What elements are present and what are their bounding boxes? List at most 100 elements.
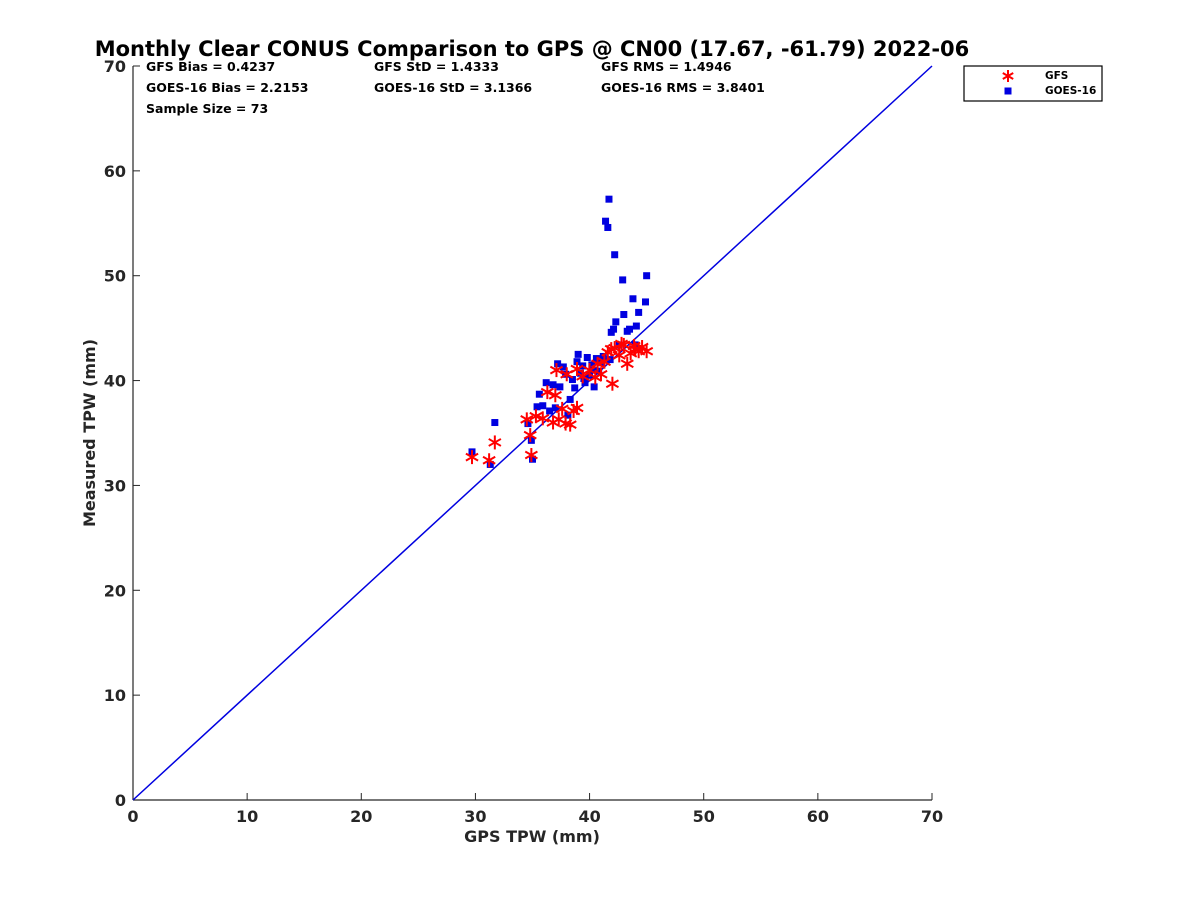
y-tick-label: 40 — [104, 372, 126, 391]
gfs-point — [612, 348, 626, 363]
y-tick-label: 70 — [104, 57, 126, 76]
gfs-point — [597, 354, 611, 369]
y-tick-label: 60 — [104, 162, 126, 181]
goes16-point — [632, 322, 640, 330]
x-tick-label: 40 — [578, 807, 600, 826]
goes16-point — [566, 395, 574, 403]
legend-box — [963, 65, 1103, 102]
gfs-point — [605, 376, 619, 391]
goes16-point — [629, 295, 637, 303]
goes16-point — [610, 325, 618, 333]
gfs-point — [524, 448, 538, 463]
gfs-point — [620, 356, 634, 371]
legend-marker-goes16 — [1004, 87, 1012, 95]
goes16-point — [574, 350, 582, 358]
gfs-point — [482, 453, 496, 468]
gfs-point — [594, 367, 608, 382]
goes16-point — [605, 195, 613, 203]
gfs-point — [555, 401, 569, 416]
goes16-point — [542, 379, 550, 387]
goes16-point — [635, 308, 643, 316]
data-points — [465, 195, 654, 468]
y-tick-label: 0 — [115, 791, 126, 810]
goes16-point — [571, 384, 579, 392]
gfs-point — [465, 450, 479, 465]
goes16-point — [588, 361, 596, 369]
gfs-point — [576, 369, 590, 384]
goes16-point — [546, 407, 554, 415]
goes16-point — [486, 460, 494, 468]
y-tick-label: 30 — [104, 476, 126, 495]
goes16-point — [592, 355, 600, 363]
gfs-point — [520, 412, 534, 427]
goes16-point — [626, 325, 634, 333]
goes16-point — [539, 402, 547, 410]
gfs-point — [523, 428, 537, 443]
goes16-point — [620, 311, 628, 319]
goes16-point — [491, 419, 499, 427]
x-tick-label: 20 — [350, 807, 372, 826]
goes16-point — [527, 436, 535, 444]
gfs-point — [529, 409, 543, 424]
goes16-point — [568, 376, 576, 384]
goes16-point — [643, 272, 651, 280]
y-tick-label: 10 — [104, 686, 126, 705]
x-tick-label: 10 — [236, 807, 258, 826]
gfs-point — [548, 388, 562, 403]
goes16-point — [576, 369, 584, 377]
goes16-point — [529, 455, 536, 463]
statistics-block: GFS Bias = 0.4237 GFS StD = 1.4333 GFS R… — [146, 59, 765, 116]
gfs-point — [590, 356, 605, 371]
gfs-point — [640, 344, 654, 359]
gfs-point — [488, 435, 502, 450]
gfs-bias-stat: GFS Bias = 0.4237 — [146, 59, 275, 74]
tick-labels: 0 10 20 30 40 50 60 70 0 10 20 30 40 50 60 70 — [104, 57, 943, 826]
goes16-point — [554, 360, 562, 368]
goes16-point — [573, 358, 581, 366]
goes16-point — [581, 379, 589, 387]
gfs-point — [540, 385, 554, 400]
goes16-point — [559, 363, 567, 371]
x-tick-label: 30 — [464, 807, 486, 826]
goes16-point — [590, 383, 598, 391]
legend-marker-gfs — [1002, 70, 1014, 82]
x-tick-label: 70 — [921, 807, 943, 826]
gfs-point — [570, 400, 584, 415]
x-tick-label: 50 — [693, 807, 715, 826]
x-tick-label: 60 — [807, 807, 829, 826]
axes — [132, 65, 933, 801]
goes16-point — [595, 367, 603, 375]
y-axis-label: Measured TPW (mm) — [80, 339, 99, 527]
goes16-point — [549, 381, 557, 389]
gfs-legend-symbol — [1002, 70, 1014, 82]
goes16-point — [612, 318, 620, 326]
goes16-point — [564, 411, 572, 419]
legend-label-gfs: GFS — [1045, 70, 1068, 82]
goes16-legend-symbol — [1004, 87, 1012, 95]
goes16-point — [599, 352, 607, 360]
goes16-point — [556, 383, 564, 391]
y-tick-label: 50 — [104, 267, 126, 286]
goes16-bias-stat: GOES-16 Bias = 2.2153 — [146, 80, 308, 95]
goes16-point — [611, 251, 619, 259]
goes16-point — [535, 390, 543, 398]
legend: GFS GOES-16 — [963, 65, 1103, 102]
gfs-point — [536, 411, 550, 426]
goes16-point — [604, 223, 612, 231]
gfs-point — [549, 363, 564, 378]
chart-title: Monthly Clear CONUS Comparison to GPS @ … — [95, 37, 970, 61]
goes16-point — [619, 276, 627, 284]
goes16-point — [583, 354, 591, 362]
goes16-std-stat: GOES-16 StD = 3.1366 — [374, 80, 532, 95]
gfs-point — [614, 336, 629, 351]
goes16-point — [589, 366, 597, 374]
goes16-point — [533, 403, 541, 411]
gfs-std-stat: GFS StD = 1.4333 — [374, 59, 499, 74]
goes16-point — [602, 217, 610, 225]
y-tick-label: 20 — [104, 581, 126, 600]
gfs-point — [563, 417, 577, 432]
goes16-point — [580, 374, 588, 382]
goes16-point — [642, 298, 650, 306]
legend-label-goes16: GOES-16 — [1045, 85, 1096, 97]
